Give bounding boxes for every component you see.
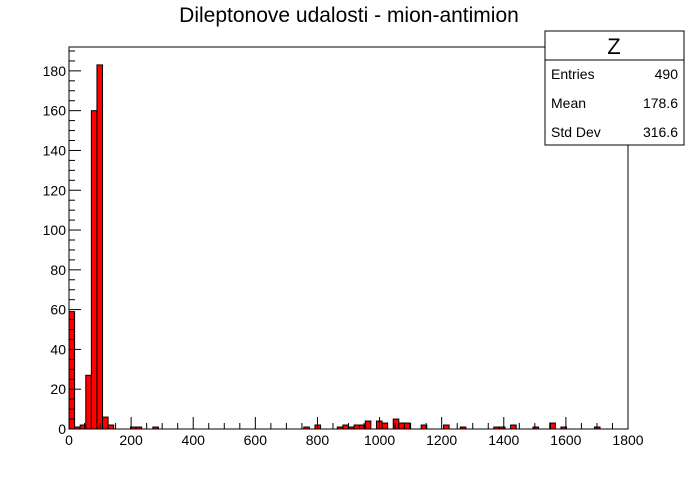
- y-tick-label: 40: [50, 341, 66, 357]
- bar-7: [107, 424, 115, 430]
- bar-5: [96, 64, 104, 430]
- y-tick-label: 60: [50, 302, 66, 318]
- bar-14: [342, 424, 350, 430]
- x-tick-label: 200: [119, 432, 143, 448]
- stats-box: Z Entries 490 Mean 178.6 Std Dev 316.6: [544, 30, 685, 146]
- stats-histogram-name: Z: [607, 34, 620, 59]
- bar-21: [392, 418, 400, 430]
- stats-mean-value: 178.6: [643, 95, 678, 111]
- x-tick-label: 1600: [550, 432, 581, 448]
- x-tick-label: 600: [244, 432, 268, 448]
- bar-29: [510, 424, 517, 430]
- y-tick-label: 160: [43, 103, 67, 119]
- stats-stddev-label: Std Dev: [551, 124, 601, 140]
- bar-23: [403, 422, 411, 430]
- y-tick-label: 100: [43, 222, 67, 238]
- stats-mean-label: Mean: [551, 95, 586, 111]
- stats-stddev-value: 316.6: [643, 124, 678, 140]
- stats-box-frame: [544, 30, 685, 146]
- bar-18: [364, 420, 372, 430]
- y-tick-label: 80: [50, 262, 66, 278]
- x-tick-label: 400: [182, 432, 206, 448]
- x-tick-label: 1000: [364, 432, 395, 448]
- y-tick-label: 20: [50, 381, 66, 397]
- bar-6: [102, 416, 109, 430]
- y-tick-label: 0: [58, 421, 66, 437]
- bar-3: [85, 374, 92, 430]
- y-tick-label: 180: [43, 63, 67, 79]
- axes-group: 0 200 400 600 800 1000 1200 1400 1600 1800 0 20 40 60…: [43, 46, 644, 448]
- x-tick-label: 800: [306, 432, 330, 448]
- x-tick-label: 1800: [612, 432, 643, 448]
- chart-title: Dileptonove udalosti - mion-antimion: [179, 4, 519, 27]
- y-tick-label: 120: [43, 182, 67, 198]
- bar-22: [398, 422, 405, 430]
- bar-25: [443, 424, 450, 430]
- x-tick-label: 1400: [488, 432, 519, 448]
- bar-20: [381, 422, 389, 430]
- x-tick-label: 1200: [426, 432, 457, 448]
- bar-16: [353, 424, 361, 430]
- y-tick-label: 140: [43, 142, 67, 158]
- bars-group: [68, 64, 601, 430]
- plot-frame: [68, 46, 629, 430]
- x-tick-label: 0: [65, 432, 73, 448]
- bar-4: [90, 110, 98, 430]
- stats-entries-value: 490: [655, 66, 679, 82]
- stats-entries-label: Entries: [551, 66, 595, 82]
